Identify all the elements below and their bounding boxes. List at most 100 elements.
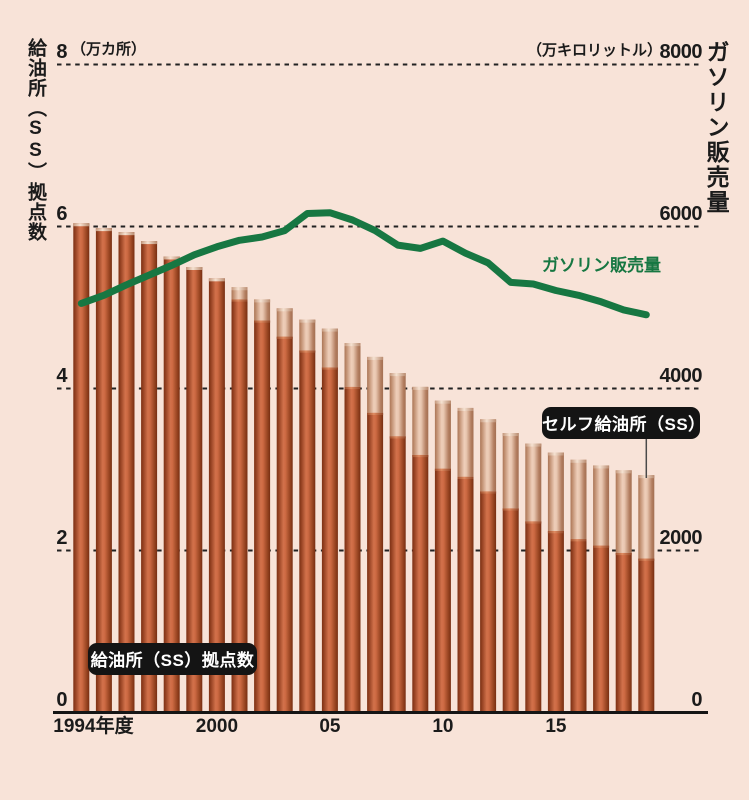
- bar-self-segment-2015: [547, 452, 564, 532]
- bar-top-cap-1997: [141, 241, 158, 245]
- bar-dark-cap-2019: [638, 558, 655, 561]
- bar-dark-segment-2016: [570, 539, 587, 713]
- bar-top-cap-2005: [321, 328, 338, 332]
- bar-dark-segment-2014: [525, 521, 542, 713]
- bar-dark-segment-1998: [163, 256, 180, 713]
- bar-2017: [593, 465, 610, 713]
- bar-self-segment-2005: [321, 328, 338, 368]
- bar-top-cap-2014: [525, 443, 542, 447]
- right-axis-title: ガソリン販売量: [703, 40, 730, 215]
- bar-self-segment-2008: [389, 373, 406, 437]
- bar-2004: [299, 319, 316, 713]
- bar-self-segment-2018: [615, 470, 632, 553]
- x-tick-1994: 1994年度: [53, 716, 134, 737]
- right-tick-4000: 4000: [659, 364, 703, 387]
- bar-top-cap-2008: [389, 373, 406, 377]
- gasoline-sales-line: [77, 209, 650, 319]
- bar-2005: [321, 328, 338, 713]
- bar-dark-segment-2003: [276, 336, 293, 713]
- bar-dark-cap-2017: [593, 545, 610, 548]
- bar-dark-cap-2004: [299, 350, 316, 353]
- left-tick-6: 6: [56, 202, 67, 225]
- bar-self-segment-2019: [638, 475, 655, 559]
- bar-dark-segment-2005: [321, 367, 338, 713]
- gasoline-line-label: ガソリン販売量: [542, 256, 661, 275]
- bar-self-segment-2006: [344, 343, 361, 387]
- bar-self-segment-2004: [299, 319, 316, 351]
- bar-dark-cap-2001: [231, 299, 248, 302]
- bar-1997: [141, 241, 158, 713]
- bar-dark-segment-2018: [615, 552, 632, 713]
- right-tick-8000: 8000: [659, 40, 703, 63]
- bar-top-cap-1999: [186, 267, 203, 270]
- bar-dark-segment-2013: [502, 508, 519, 713]
- left-tick-4: 4: [56, 364, 67, 387]
- bar-2019: [638, 475, 655, 713]
- bar-dark-cap-2006: [344, 386, 361, 390]
- bar-top-cap-2010: [434, 400, 451, 404]
- bar-1999: [186, 267, 203, 713]
- bar-self-segment-2012: [480, 419, 497, 492]
- bar-dark-segment-2019: [638, 558, 655, 713]
- bar-dark-cap-2012: [480, 491, 497, 494]
- bar-dark-segment-1999: [186, 267, 203, 713]
- bar-dark-cap-2008: [389, 436, 406, 439]
- bar-dark-cap-2018: [615, 552, 632, 556]
- bar-2016: [570, 459, 587, 713]
- bar-top-cap-2017: [593, 465, 610, 469]
- bar-2014: [525, 443, 542, 713]
- bar-dark-segment-2011: [457, 476, 474, 713]
- bar-dark-segment-2004: [299, 350, 316, 713]
- bar-2013: [502, 433, 519, 713]
- bar-2015: [547, 452, 564, 713]
- bar-2002: [254, 299, 271, 713]
- bar-2003: [276, 308, 293, 713]
- bar-self-segment-2001: [231, 287, 248, 300]
- bar-top-cap-2001: [231, 287, 248, 291]
- bar-self-segment-2010: [434, 400, 451, 469]
- bar-dark-segment-1995: [95, 228, 112, 713]
- bar-dark-segment-1997: [141, 241, 158, 713]
- bar-dark-segment-2002: [254, 320, 271, 713]
- bar-dark-segment-1996: [118, 232, 135, 713]
- left-tick-8: 8: [56, 40, 67, 63]
- bar-top-cap-1994: [73, 223, 90, 227]
- bar-dark-segment-2012: [480, 491, 497, 713]
- right-tick-2000: 2000: [659, 526, 703, 549]
- bar-dark-segment-2015: [547, 531, 564, 713]
- bar-dark-segment-2001: [231, 299, 248, 713]
- bar-dark-segment-2010: [434, 468, 451, 713]
- right-tick-6000: 6000: [659, 202, 703, 225]
- bar-2000: [208, 278, 225, 713]
- bar-self-segment-2011: [457, 407, 474, 477]
- bars-series-label-badge: 給油所（SS）拠点数: [88, 643, 257, 675]
- bar-top-cap-2000: [208, 278, 225, 282]
- bar-top-cap-2003: [276, 308, 293, 312]
- bar-dark-cap-2010: [434, 468, 451, 471]
- bar-dark-segment-2000: [208, 278, 225, 713]
- x-tick-2005: 05: [319, 716, 341, 737]
- bar-2018: [615, 470, 632, 713]
- bar-top-cap-2007: [367, 356, 384, 360]
- bar-dark-segment-2006: [344, 386, 361, 713]
- bar-dark-cap-2002: [254, 320, 271, 323]
- bar-top-cap-2015: [547, 452, 564, 456]
- right-axis-unit: （万キロリットル）: [526, 42, 662, 59]
- x-tick-2010: 10: [432, 716, 454, 737]
- bar-dark-segment-2009: [412, 454, 429, 713]
- bar-top-cap-2018: [615, 470, 632, 474]
- bar-self-segment-2014: [525, 443, 542, 522]
- bar-2008: [389, 373, 406, 713]
- bar-top-cap-2006: [344, 343, 361, 347]
- bar-2012: [480, 419, 497, 713]
- bar-2007: [367, 356, 384, 713]
- self-service-callout-badge: セルフ給油所（SS）: [542, 407, 705, 439]
- bar-dark-segment-2017: [593, 545, 610, 713]
- bar-top-cap-1998: [163, 256, 180, 260]
- bar-2009: [412, 386, 429, 713]
- bar-1998: [163, 256, 180, 713]
- bar-top-cap-2009: [412, 386, 429, 390]
- bar-2006: [344, 343, 361, 713]
- bar-self-segment-2016: [570, 459, 587, 540]
